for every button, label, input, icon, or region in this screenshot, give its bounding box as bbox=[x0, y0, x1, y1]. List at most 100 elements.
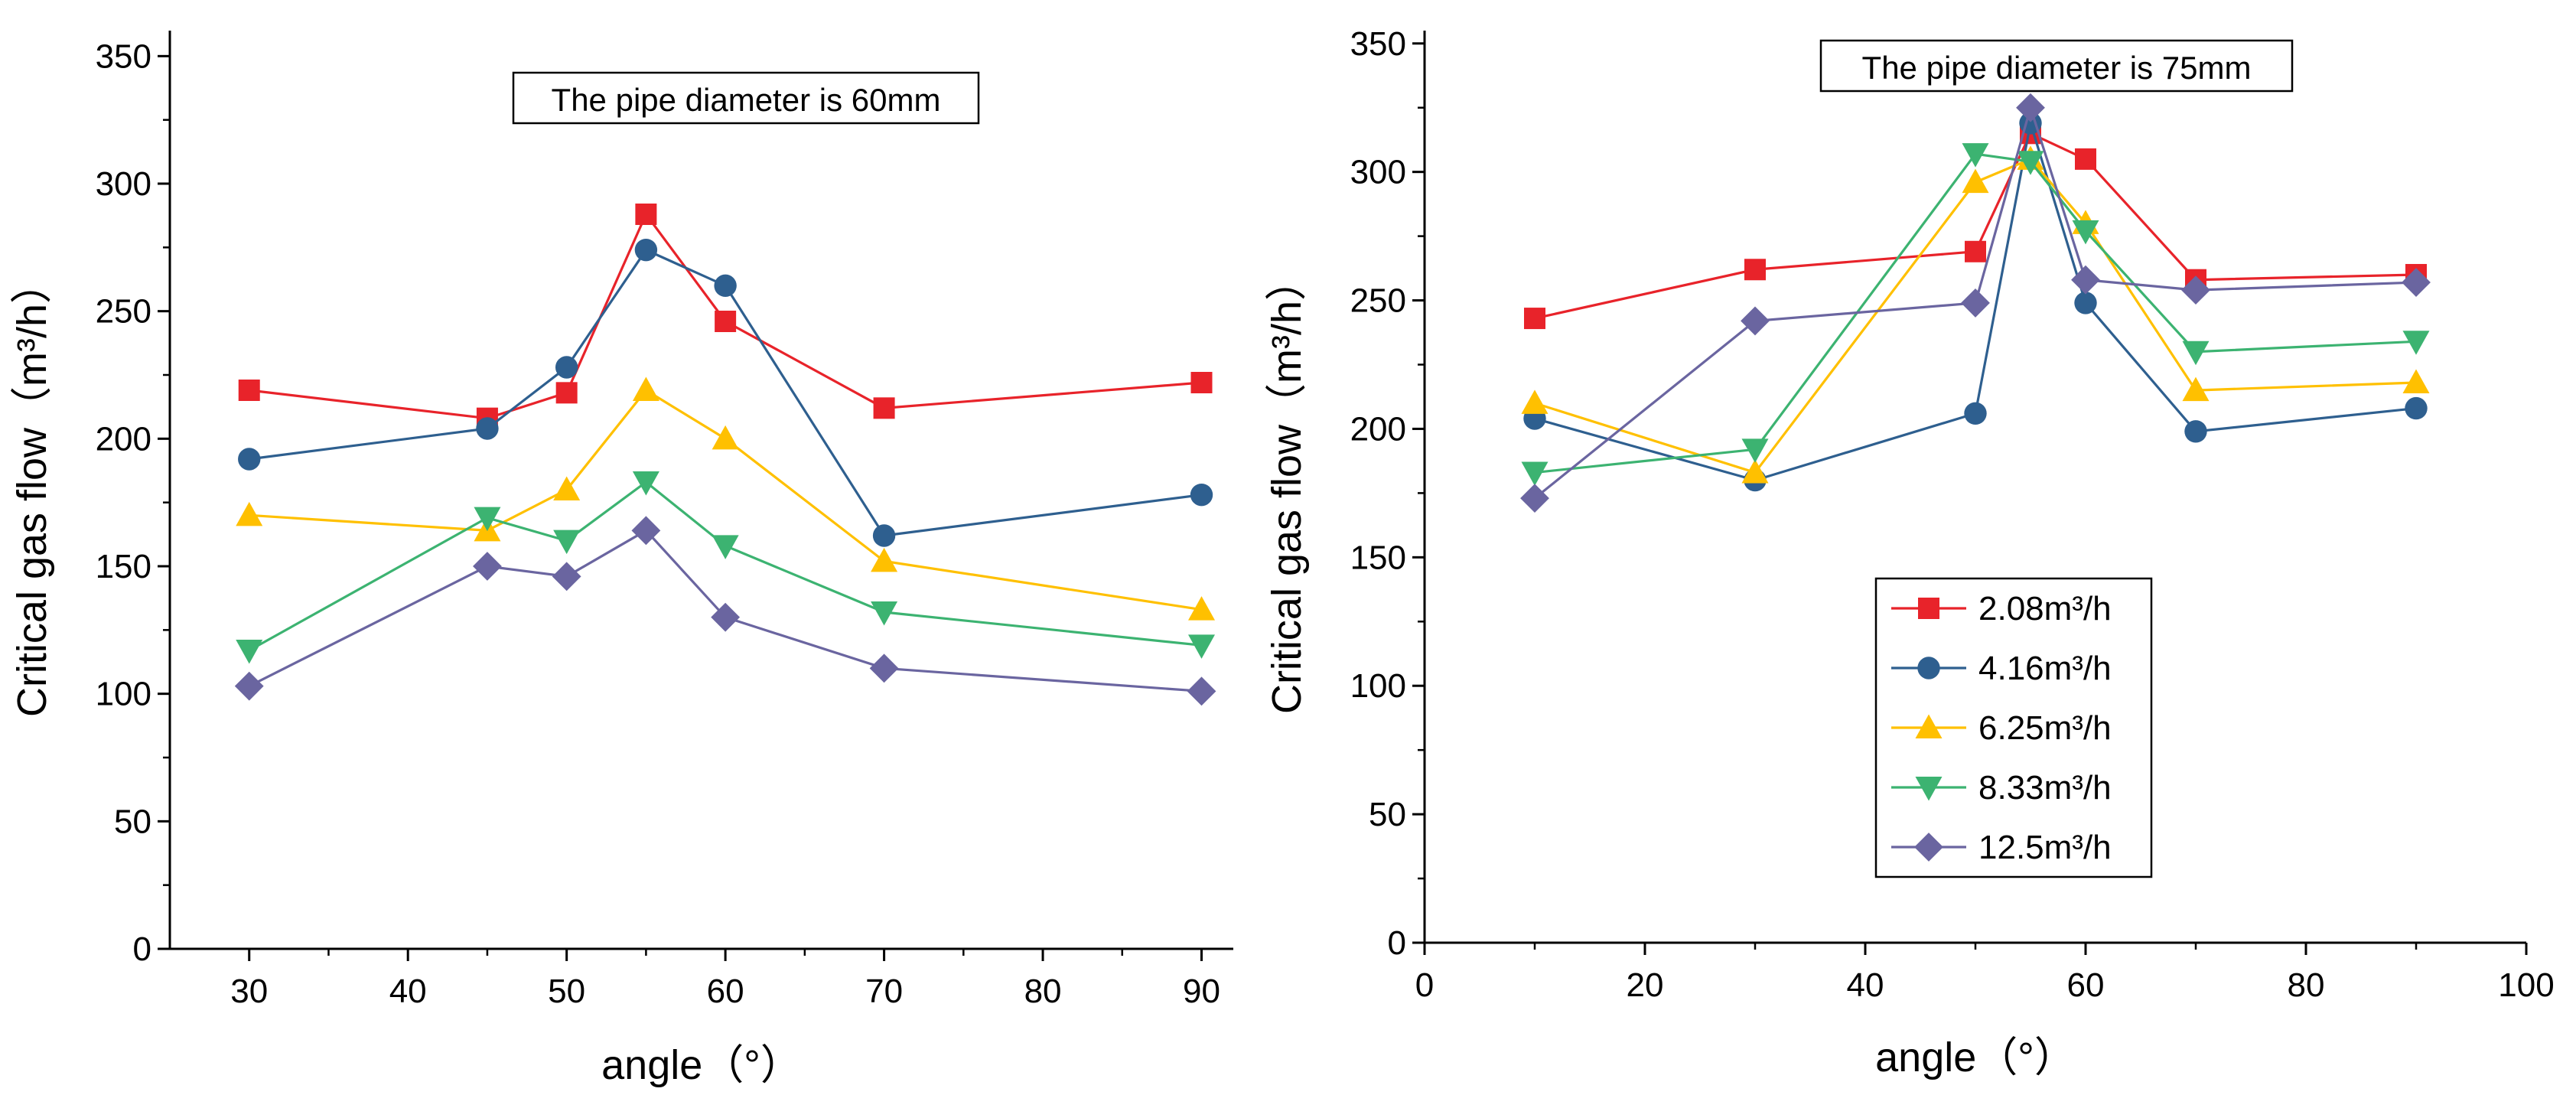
data-point bbox=[1521, 461, 1549, 487]
data-point bbox=[635, 204, 657, 225]
y-tick-label: 350 bbox=[96, 37, 151, 75]
x-tick-label: 20 bbox=[1627, 966, 1664, 1004]
y-tick-label: 0 bbox=[1388, 924, 1406, 962]
data-point bbox=[871, 547, 898, 572]
annotation-text: The pipe diameter is 75mm bbox=[1862, 50, 2252, 86]
y-tick-label: 250 bbox=[96, 293, 151, 331]
data-point bbox=[1744, 259, 1766, 281]
data-point bbox=[1190, 483, 1213, 507]
x-tick-label: 40 bbox=[389, 973, 427, 1010]
y-tick-label: 300 bbox=[96, 165, 151, 203]
data-point bbox=[555, 356, 578, 379]
data-point bbox=[632, 376, 659, 401]
legend-label: 4.16m³/h bbox=[1978, 650, 2112, 687]
data-point bbox=[553, 476, 581, 500]
data-point bbox=[474, 507, 501, 532]
data-point bbox=[1961, 288, 1990, 318]
data-point bbox=[2016, 93, 2045, 122]
data-point bbox=[1962, 168, 1989, 194]
chart-right-75mm: 0 50 100 150 200 250 300 350 0 20 40 60 80 100 angle（°… bbox=[1264, 25, 2555, 1080]
x-tick-label: 80 bbox=[1024, 973, 1062, 1010]
data-point bbox=[1741, 459, 1769, 484]
legend-label: 2.08m³/h bbox=[1978, 590, 2112, 627]
annotation-box bbox=[512, 71, 980, 125]
data-point bbox=[1188, 634, 1216, 659]
data-point bbox=[238, 448, 261, 471]
data-point bbox=[2402, 268, 2431, 297]
data-point bbox=[553, 530, 581, 555]
data-point bbox=[1965, 240, 1986, 262]
x-tick-label: 90 bbox=[1183, 973, 1220, 1010]
y-tick-label: 250 bbox=[1350, 282, 1406, 320]
data-point bbox=[236, 640, 263, 664]
x-tick-label: 70 bbox=[865, 973, 903, 1010]
data-point bbox=[1741, 306, 1770, 336]
chart-left-60mm: 0 50 100 150 200 250 300 350 30 40 50 60 70 80 90 angle… bbox=[9, 31, 1233, 1088]
legend-label: 12.5m³/h bbox=[1978, 829, 2112, 866]
y-tick-label: 200 bbox=[1350, 410, 1406, 448]
y-tick-label: 150 bbox=[1350, 539, 1406, 576]
data-point bbox=[2402, 369, 2430, 394]
data-point bbox=[473, 552, 502, 581]
data-point bbox=[631, 516, 661, 546]
data-point bbox=[872, 524, 896, 547]
data-point bbox=[715, 311, 737, 332]
data-point bbox=[2017, 151, 2044, 175]
x-axis-title: angle（°） bbox=[1875, 1035, 2076, 1080]
data-point bbox=[712, 425, 739, 450]
annotation-text: The pipe diameter is 60mm bbox=[552, 82, 941, 118]
data-point bbox=[2072, 220, 2099, 245]
legend-marker bbox=[1918, 598, 1939, 619]
data-point bbox=[2182, 376, 2210, 402]
x-axis-title: angle（°） bbox=[601, 1042, 802, 1088]
series-line-2 bbox=[249, 388, 1202, 611]
data-point bbox=[869, 653, 899, 683]
data-point bbox=[634, 238, 658, 262]
y-axis-title: Critical gas flow（m³/h） bbox=[9, 262, 55, 717]
x-tick-label: 40 bbox=[1847, 966, 1884, 1004]
legend-marker bbox=[1915, 777, 1943, 801]
data-point bbox=[238, 380, 260, 401]
data-point bbox=[1188, 596, 1216, 621]
data-point bbox=[1520, 484, 1549, 513]
data-point bbox=[476, 417, 499, 440]
data-point bbox=[555, 382, 578, 404]
data-point bbox=[2402, 331, 2430, 355]
data-point bbox=[2074, 292, 2097, 314]
legend-marker bbox=[1915, 714, 1943, 738]
y-tick-label: 150 bbox=[96, 548, 151, 585]
annotation-box bbox=[1819, 39, 2294, 93]
data-point bbox=[2184, 420, 2207, 443]
data-point bbox=[1190, 372, 1213, 393]
x-tick-label: 0 bbox=[1415, 966, 1434, 1004]
data-point bbox=[1524, 308, 1545, 330]
data-point bbox=[552, 562, 581, 591]
y-tick-label: 100 bbox=[96, 676, 151, 713]
data-point bbox=[2181, 275, 2210, 305]
data-point bbox=[1964, 402, 1987, 425]
x-tick-label: 30 bbox=[230, 973, 268, 1010]
x-tick-label: 80 bbox=[2288, 966, 2325, 1004]
data-point bbox=[234, 671, 264, 701]
data-point bbox=[714, 274, 737, 298]
data-point bbox=[1741, 438, 1769, 463]
x-tick-label: 60 bbox=[2067, 966, 2105, 1004]
y-tick-label: 50 bbox=[1369, 796, 1406, 833]
y-tick-label: 350 bbox=[1350, 25, 1406, 63]
data-point bbox=[2075, 148, 2096, 170]
data-point bbox=[1187, 676, 1216, 706]
legend-marker bbox=[1917, 657, 1940, 679]
x-tick-label: 100 bbox=[2498, 966, 2554, 1004]
x-tick-label: 50 bbox=[548, 973, 585, 1010]
y-tick-label: 0 bbox=[133, 930, 151, 968]
data-point bbox=[1962, 143, 1989, 168]
data-point bbox=[1521, 389, 1549, 414]
data-point bbox=[2071, 265, 2100, 295]
data-point bbox=[711, 602, 741, 632]
legend-label: 8.33m³/h bbox=[1978, 769, 2112, 807]
data-point bbox=[873, 397, 895, 419]
y-tick-label: 50 bbox=[114, 803, 151, 840]
y-tick-label: 100 bbox=[1350, 667, 1406, 705]
y-tick-label: 200 bbox=[96, 420, 151, 458]
